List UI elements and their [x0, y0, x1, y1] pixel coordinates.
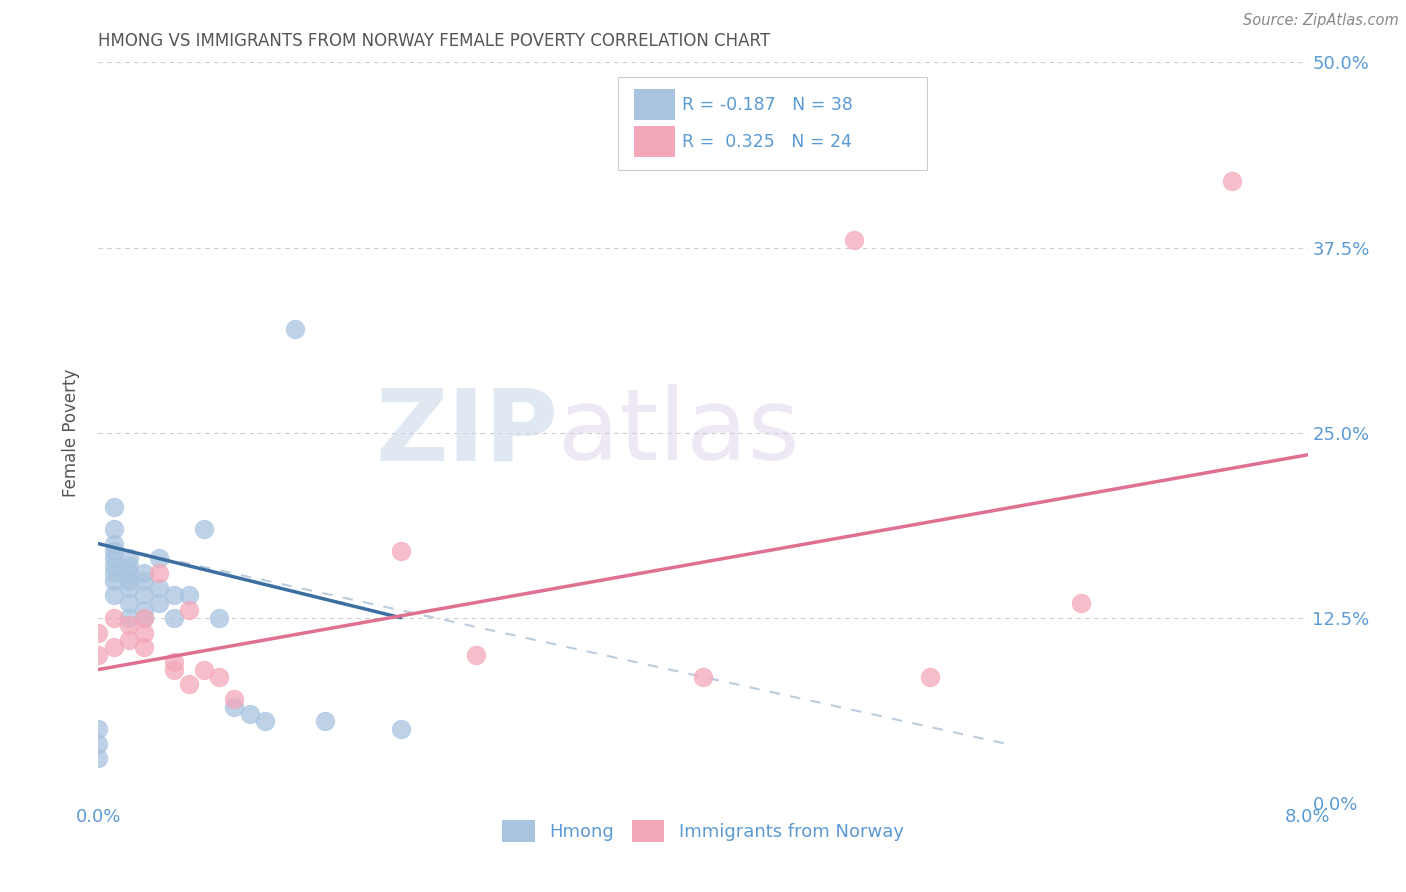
Point [118, 558, 141, 573]
Point [87, 722, 110, 736]
Text: Source: ZipAtlas.com: Source: ZipAtlas.com [1243, 13, 1399, 29]
Point [103, 610, 125, 624]
Point [118, 632, 141, 647]
Point [163, 663, 186, 677]
Point [465, 648, 488, 662]
Point [118, 566, 141, 581]
Point [163, 655, 186, 669]
Point [132, 610, 155, 624]
Point [179, 603, 201, 617]
Point [918, 670, 941, 684]
Point [193, 663, 215, 677]
Point [148, 551, 170, 566]
Point [132, 625, 155, 640]
Point [118, 618, 141, 632]
Point [253, 714, 276, 729]
Text: ZIP: ZIP [375, 384, 558, 481]
Point [148, 566, 170, 581]
Y-axis label: Female Poverty: Female Poverty [62, 368, 80, 497]
Point [103, 551, 125, 566]
Point [103, 544, 125, 558]
Point [118, 596, 141, 610]
Point [389, 544, 412, 558]
Point [163, 610, 186, 624]
FancyBboxPatch shape [634, 89, 675, 120]
Point [87, 625, 110, 640]
Point [132, 610, 155, 624]
Point [103, 500, 125, 514]
Point [103, 522, 125, 536]
Point [224, 699, 246, 714]
Point [118, 610, 141, 624]
Point [103, 536, 125, 550]
Point [239, 706, 262, 721]
Point [132, 640, 155, 655]
Point [1220, 174, 1243, 188]
Point [692, 670, 714, 684]
Point [118, 581, 141, 595]
Point [389, 722, 412, 736]
Point [148, 596, 170, 610]
Point [314, 714, 336, 729]
Point [103, 566, 125, 581]
Point [132, 603, 155, 617]
Point [132, 574, 155, 588]
Point [103, 574, 125, 588]
Text: HMONG VS IMMIGRANTS FROM NORWAY FEMALE POVERTY CORRELATION CHART: HMONG VS IMMIGRANTS FROM NORWAY FEMALE P… [98, 32, 770, 50]
Point [208, 610, 231, 624]
FancyBboxPatch shape [634, 126, 675, 157]
Point [103, 640, 125, 655]
Point [87, 751, 110, 765]
Point [224, 692, 246, 706]
Point [103, 589, 125, 603]
Point [179, 677, 201, 691]
Point [193, 522, 215, 536]
Text: R = -0.187   N = 38: R = -0.187 N = 38 [682, 95, 853, 113]
Point [132, 589, 155, 603]
Legend: Hmong, Immigrants from Norway: Hmong, Immigrants from Norway [495, 813, 911, 849]
Point [118, 551, 141, 566]
Point [179, 589, 201, 603]
Text: atlas: atlas [558, 384, 800, 481]
Point [148, 581, 170, 595]
Text: R =  0.325   N = 24: R = 0.325 N = 24 [682, 133, 852, 151]
Point [87, 737, 110, 751]
FancyBboxPatch shape [619, 78, 927, 169]
Point [103, 558, 125, 573]
Point [163, 589, 186, 603]
Point [87, 648, 110, 662]
Point [844, 233, 866, 247]
Point [284, 322, 307, 336]
Point [132, 566, 155, 581]
Point [1070, 596, 1092, 610]
Point [118, 574, 141, 588]
Point [208, 670, 231, 684]
